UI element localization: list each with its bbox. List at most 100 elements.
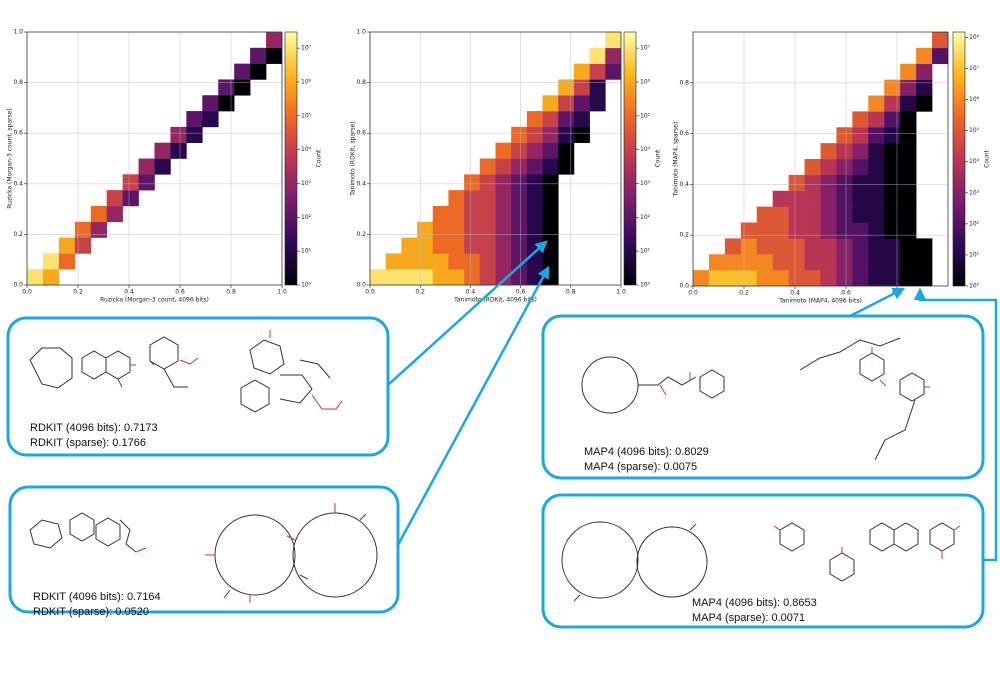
y-tick-label: 0.0 — [679, 283, 689, 290]
colorbar-tick-label: 10⁴ — [969, 158, 980, 165]
heat-cell — [122, 174, 139, 191]
colorbar-tick-label: 10² — [969, 220, 980, 227]
x-tick-label: 0.6 — [516, 289, 526, 296]
heat-cell — [495, 205, 512, 223]
heat-cell — [884, 222, 901, 239]
heat-cell — [820, 143, 837, 160]
heat-cell — [900, 127, 917, 144]
heat-cell — [495, 269, 512, 286]
heat-cell — [448, 253, 465, 270]
heat-cell — [542, 237, 559, 254]
colorbar-tick-label: 10⁷ — [301, 45, 312, 52]
heat-cell — [74, 221, 92, 238]
heat-cell — [234, 79, 251, 96]
heat-cell — [401, 253, 418, 270]
heat-cell — [266, 47, 283, 64]
heat-cell — [852, 190, 869, 207]
colorbar — [623, 31, 637, 286]
heat-cell — [542, 95, 559, 112]
heat-cell — [218, 95, 235, 112]
x-tick-label: 0.8 — [566, 289, 576, 296]
heat-cell — [464, 174, 481, 191]
heat-cell — [900, 79, 917, 96]
heat-cell — [526, 126, 543, 143]
molecule-atoms — [117, 360, 155, 388]
heat-cell — [558, 126, 575, 143]
y-tick-label: 0.2 — [679, 232, 689, 239]
callout-box — [6, 316, 390, 457]
heat-cell — [558, 79, 575, 96]
callout-text: RDKIT (4096 bits): 0.7164 — [33, 591, 161, 603]
y-tick-label: 0.8 — [13, 79, 23, 86]
heat-cell — [432, 237, 449, 254]
x-axis-label: Ruzicka (Morgan-3 count, 4096 bits) — [100, 297, 209, 304]
heat-cell — [464, 221, 481, 238]
heat-cell — [605, 47, 622, 64]
heat-cell — [868, 270, 885, 287]
molecule-atoms — [773, 525, 961, 559]
heat-cell — [916, 79, 933, 96]
molecule — [240, 339, 331, 413]
heat-cell — [820, 206, 837, 223]
plots: 0.0 0.2 0.4 0.6 0.8 1.0 0.0 0.2 0.4 0.6 0.8 1.0 Ruzi… — [7, 29, 991, 305]
heat-cell — [526, 190, 543, 207]
y-tick-label: 0.0 — [13, 282, 23, 289]
heat-cell — [401, 269, 418, 286]
heat-cell — [756, 270, 773, 287]
heat-cell — [788, 270, 805, 287]
x-tick-label: 0.8 — [226, 289, 236, 296]
heatmap-panel: 0.0 0.2 0.4 0.6 0.8 1.0 0.0 0.2 0.4 0.6 0.8 1.0 Ruzi… — [7, 29, 323, 304]
heat-cell — [756, 222, 773, 239]
heat-cell — [740, 222, 758, 239]
heat-cell — [573, 111, 590, 128]
heat-cell — [170, 142, 187, 159]
heat-cell — [138, 158, 155, 175]
heat-cell — [900, 95, 917, 112]
heat-cell — [788, 190, 805, 207]
heat-cell — [526, 142, 543, 159]
heat-cell — [90, 221, 107, 238]
heat-cell — [820, 270, 837, 287]
heat-cell — [495, 253, 512, 270]
callout-boxes — [6, 314, 985, 629]
heat-cell — [58, 253, 76, 270]
heat-cell — [479, 253, 496, 270]
heat-cell — [448, 190, 465, 207]
heat-cell — [852, 206, 869, 223]
heat-cell — [573, 126, 590, 143]
heat-cell — [836, 190, 853, 207]
heat-cell — [788, 254, 805, 271]
heat-cell — [154, 142, 171, 159]
heat-cell — [836, 159, 853, 176]
y-tick-label: 0.6 — [356, 130, 366, 137]
heat-cell — [884, 79, 901, 96]
heat-cell — [900, 159, 917, 176]
heat-cell — [464, 253, 481, 270]
colorbar-tick-label: 10⁸ — [969, 34, 980, 41]
heat-cell — [884, 95, 901, 112]
heat-cell — [900, 206, 917, 223]
heat-cell — [900, 222, 917, 239]
colorbar-tick-label: 10² — [301, 214, 312, 221]
heat-cell — [605, 63, 622, 80]
colorbar-label: Count — [655, 149, 662, 167]
heat-cell — [42, 269, 60, 286]
heat-cell — [464, 269, 481, 286]
heat-cell — [542, 221, 559, 238]
heat-cell — [542, 142, 559, 159]
heat-cell — [884, 127, 901, 144]
colorbar-label: Count — [984, 149, 991, 167]
colorbar-tick-label: 10⁰ — [640, 282, 651, 289]
heat-cell — [884, 174, 901, 192]
heat-cell — [266, 32, 283, 49]
heat-cell — [27, 269, 44, 286]
heat-cell — [448, 205, 465, 223]
heat-cell — [836, 206, 853, 223]
heat-cell — [558, 111, 575, 128]
heat-cell — [900, 254, 917, 271]
y-tick-label: 0.0 — [356, 282, 366, 289]
y-tick-label: 1.0 — [356, 29, 366, 36]
heat-cell — [202, 111, 219, 128]
molecule-atoms — [659, 372, 691, 396]
heat-cell — [589, 47, 606, 64]
